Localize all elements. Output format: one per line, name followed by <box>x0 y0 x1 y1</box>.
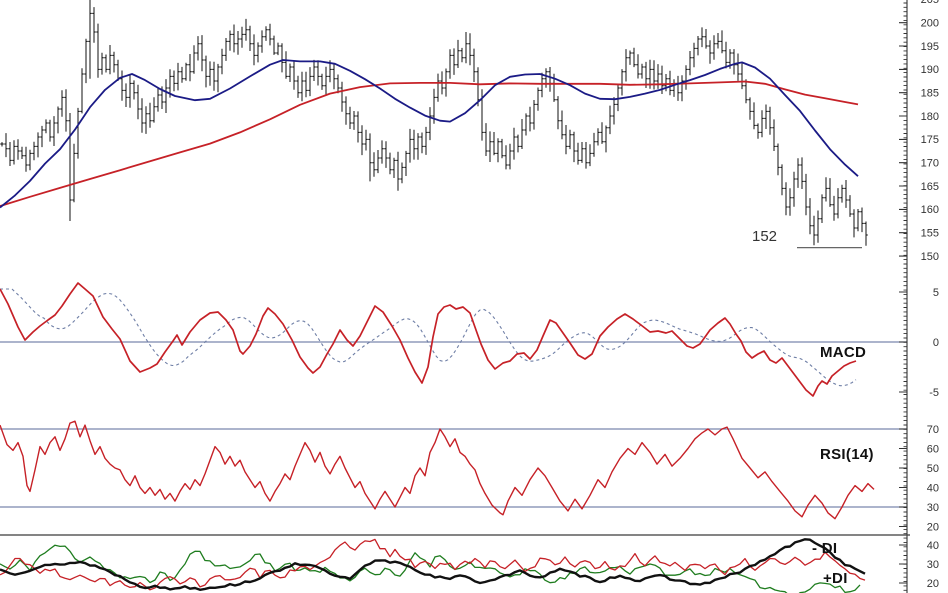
axis-label: 50 <box>927 463 939 475</box>
axis-major-ticks <box>899 22 907 584</box>
axis-label: 190 <box>921 64 939 76</box>
axis-label: 195 <box>921 41 939 53</box>
macd-panel-label: MACD <box>820 344 867 361</box>
axis-label: 205 <box>921 0 939 6</box>
axis-label: 20 <box>927 578 939 590</box>
axis-label: 200 <box>921 18 939 30</box>
axis-label: 5 <box>933 287 939 299</box>
axis-label: 70 <box>927 424 939 436</box>
axis-label: 155 <box>921 228 939 240</box>
adx-line <box>0 538 866 591</box>
axis-label: 170 <box>921 158 939 170</box>
axis-label: 40 <box>927 540 939 552</box>
minus_di-line <box>0 538 866 591</box>
axis-label: 160 <box>921 204 939 216</box>
ma-fast-line <box>0 59 859 209</box>
axis-label: 185 <box>921 88 939 100</box>
price-ohlc-bars <box>0 0 868 246</box>
axis-label: 175 <box>921 134 939 146</box>
axis-label: 180 <box>921 111 939 123</box>
macd-signal-line <box>0 288 857 387</box>
axis-label: 30 <box>927 559 939 571</box>
axis-label: 0 <box>933 337 939 349</box>
axis-label: 150 <box>921 251 939 263</box>
macd-line <box>0 282 857 397</box>
axis-label: 20 <box>927 521 939 533</box>
ma-slow-line <box>0 80 859 207</box>
axis-label: 60 <box>927 443 939 455</box>
rsi-panel-label: RSI(14) <box>820 446 874 463</box>
axis-minor-ticks <box>903 2 907 591</box>
plus-di-label: +DI <box>823 570 848 587</box>
axis-label: 165 <box>921 181 939 193</box>
axis-label: 40 <box>927 482 939 494</box>
axis-label: -5 <box>929 387 939 399</box>
axis-label: 30 <box>927 502 939 514</box>
minus-di-label: - DI <box>812 540 838 557</box>
support-price-label: 152 <box>752 228 778 245</box>
rsi-line <box>0 420 875 520</box>
plus_di-line <box>0 544 861 593</box>
